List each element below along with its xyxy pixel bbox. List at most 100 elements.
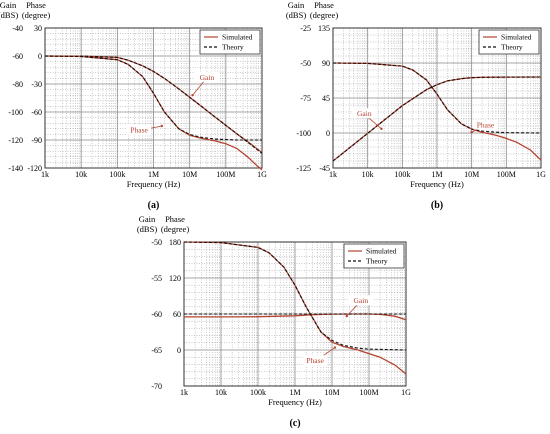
legend-label-simulated: Simulated bbox=[501, 33, 532, 42]
legend-label-theory: Theory bbox=[366, 257, 388, 266]
annotation-label: Phase bbox=[130, 126, 148, 135]
x-tick-label: 1k bbox=[180, 388, 188, 397]
series-line-phase-theory bbox=[44, 55, 262, 141]
panel-c: 1k 10k 100k 1M 10M 100M 1G -50 -55 -60 -65 -70 180 12… bbox=[137, 214, 411, 429]
y-right-tick-label: 0 bbox=[326, 129, 330, 138]
x-tick-label: 100k bbox=[250, 388, 266, 397]
annotation-arrowhead bbox=[345, 314, 348, 318]
x-tick-label: 1G bbox=[401, 388, 411, 397]
series-line-phase-simulated bbox=[44, 55, 263, 171]
plot-frame bbox=[332, 27, 542, 169]
x-tick-label: 1M bbox=[431, 170, 442, 179]
y-right-tick-label: 135 bbox=[318, 24, 330, 33]
legend-label-simulated: Simulated bbox=[366, 247, 397, 256]
annotation-arrowhead bbox=[470, 131, 473, 134]
y-left-tick-label: -60 bbox=[12, 52, 23, 61]
y-right-unit: (degree) bbox=[310, 10, 338, 20]
series-line-phase-theory bbox=[183, 241, 407, 351]
series-line-gain-theory bbox=[332, 76, 542, 162]
panel-label: (c) bbox=[289, 418, 300, 429]
y-right-title: Phase bbox=[314, 0, 334, 10]
y-right-tick-label: 45 bbox=[322, 94, 330, 103]
annotation-bg bbox=[127, 124, 152, 135]
annotation-bg bbox=[348, 295, 373, 306]
y-right-tick-label: 120 bbox=[169, 274, 181, 283]
annotation-arrowhead bbox=[160, 124, 164, 128]
series-line-gain-theory bbox=[44, 55, 263, 154]
annotation-label: Phase bbox=[477, 121, 495, 130]
legend-box bbox=[343, 243, 405, 269]
y-left-tick-label: -75 bbox=[300, 94, 311, 103]
x-tick-label: 10M bbox=[182, 170, 197, 179]
x-tick-label: 1M bbox=[148, 170, 159, 179]
y-left-tick-label: -65 bbox=[151, 346, 162, 355]
panel-a: 1k 10k 100k 1M 10M 100M 1G -40 -60 -80 -100 -120 -14… bbox=[0, 0, 267, 211]
x-tick-label: 1M bbox=[289, 388, 300, 397]
x-axis-title: Frequency (Hz) bbox=[268, 397, 322, 407]
legend-label-theory: Theory bbox=[501, 43, 523, 52]
x-axis-title: Frequency (Hz) bbox=[127, 179, 181, 189]
annotation-bg bbox=[303, 355, 328, 366]
panel-b: 1k 10k 100k 1M 10M 100M 1G -25 -50 -75 -100 -125 135… bbox=[286, 0, 546, 211]
annotation-arrowhead bbox=[333, 346, 337, 349]
legend-label-theory: Theory bbox=[222, 43, 244, 52]
x-tick-label: 1k bbox=[329, 170, 337, 179]
annotation-arrowhead bbox=[191, 94, 194, 97]
x-tick-label: 10k bbox=[215, 388, 227, 397]
y-right-tick-label: 60 bbox=[173, 310, 181, 319]
annotation-bg bbox=[194, 71, 219, 82]
y-left-unit: (dBS) bbox=[0, 10, 18, 20]
y-right-tick-label: -60 bbox=[31, 108, 42, 117]
y-right-tick-label: 30 bbox=[34, 24, 42, 33]
y-left-title: Gain bbox=[139, 214, 156, 224]
x-tick-label: 1k bbox=[41, 170, 49, 179]
y-right-tick-label: -45 bbox=[319, 164, 330, 173]
annotation-label: Gain bbox=[200, 73, 215, 82]
panel-label: (a) bbox=[148, 200, 160, 211]
legend-box bbox=[199, 29, 261, 55]
x-tick-label: 10k bbox=[362, 170, 374, 179]
y-left-tick-label: -100 bbox=[8, 108, 23, 117]
x-tick-label: 100M bbox=[359, 388, 378, 397]
y-left-title: Gain bbox=[288, 0, 305, 10]
y-left-tick-label: -55 bbox=[151, 274, 162, 283]
annotation-label: Phase bbox=[306, 356, 324, 365]
x-tick-label: 10M bbox=[464, 170, 479, 179]
panel-label: (b) bbox=[431, 200, 443, 211]
y-right-tick-label: 0 bbox=[177, 346, 181, 355]
y-left-tick-label: -40 bbox=[12, 24, 23, 33]
y-right-title: Phase bbox=[26, 0, 46, 10]
series-line-phase-simulated bbox=[332, 62, 542, 161]
legend-box bbox=[478, 29, 540, 55]
y-left-tick-label: -25 bbox=[300, 24, 311, 33]
y-right-title: Phase bbox=[165, 214, 185, 224]
x-tick-label: 100k bbox=[109, 170, 125, 179]
y-left-tick-label: -100 bbox=[296, 129, 311, 138]
x-tick-label: 1G bbox=[257, 170, 267, 179]
y-right-tick-label: 180 bbox=[169, 238, 181, 247]
y-left-tick-label: -60 bbox=[151, 310, 162, 319]
y-right-unit: (degree) bbox=[161, 224, 189, 234]
y-right-tick-label: 90 bbox=[322, 59, 330, 68]
y-right-tick-label: -30 bbox=[31, 80, 42, 89]
annotation-bg bbox=[352, 108, 377, 119]
legend-label-simulated: Simulated bbox=[222, 33, 253, 42]
x-tick-label: 100M bbox=[216, 170, 235, 179]
plot-frame bbox=[44, 27, 263, 169]
y-left-tick-label: -50 bbox=[151, 238, 162, 247]
y-left-tick-label: -120 bbox=[8, 136, 23, 145]
y-left-title: Gain bbox=[0, 0, 17, 10]
annotation-label: Gain bbox=[357, 109, 372, 118]
y-right-tick-label: 0 bbox=[38, 52, 42, 61]
annotation-arrowhead bbox=[380, 127, 383, 130]
y-left-unit: (dBS) bbox=[286, 10, 306, 20]
annotation-bg bbox=[473, 119, 498, 130]
y-left-unit: (dBS) bbox=[137, 224, 157, 234]
y-left-tick-label: -80 bbox=[12, 80, 23, 89]
y-right-tick-label: -90 bbox=[31, 136, 42, 145]
x-axis-title: Frequency (Hz) bbox=[410, 179, 464, 189]
y-right-unit: (degree) bbox=[22, 10, 50, 20]
